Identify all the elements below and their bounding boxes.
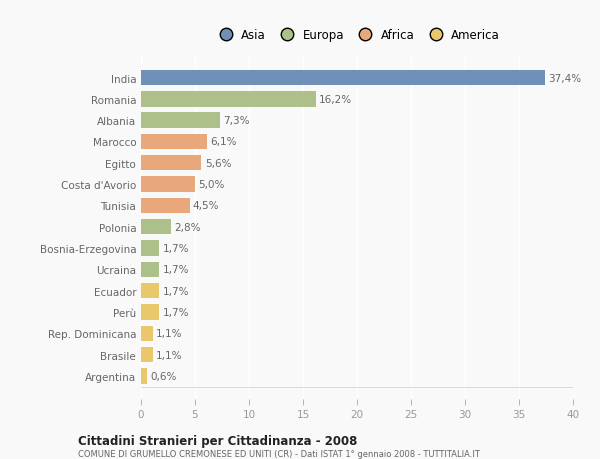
Bar: [141, 305, 160, 320]
Text: 1,1%: 1,1%: [156, 350, 182, 360]
Text: 16,2%: 16,2%: [319, 95, 352, 105]
Bar: [141, 283, 160, 299]
Text: 1,7%: 1,7%: [163, 307, 189, 317]
Bar: [141, 326, 153, 341]
Text: 5,0%: 5,0%: [198, 179, 224, 190]
Text: 6,1%: 6,1%: [210, 137, 236, 147]
Legend: Asia, Europa, Africa, America: Asia, Europa, Africa, America: [212, 27, 502, 44]
Bar: [141, 347, 153, 363]
Bar: [141, 71, 545, 86]
Text: Cittadini Stranieri per Cittadinanza - 2008: Cittadini Stranieri per Cittadinanza - 2…: [78, 434, 358, 447]
Text: 1,7%: 1,7%: [163, 286, 189, 296]
Text: 7,3%: 7,3%: [223, 116, 250, 126]
Bar: [141, 156, 202, 171]
Text: 1,7%: 1,7%: [163, 243, 189, 253]
Text: 4,5%: 4,5%: [193, 201, 220, 211]
Bar: [141, 262, 160, 277]
Bar: [141, 198, 190, 213]
Bar: [141, 113, 220, 129]
Bar: [141, 134, 207, 150]
Bar: [141, 177, 195, 192]
Bar: [141, 92, 316, 107]
Bar: [141, 369, 148, 384]
Text: 1,1%: 1,1%: [156, 329, 182, 338]
Bar: [141, 219, 171, 235]
Text: 2,8%: 2,8%: [175, 222, 201, 232]
Text: COMUNE DI GRUMELLO CREMONESE ED UNITI (CR) - Dati ISTAT 1° gennaio 2008 - TUTTIT: COMUNE DI GRUMELLO CREMONESE ED UNITI (C…: [78, 449, 480, 458]
Text: 0,6%: 0,6%: [151, 371, 177, 381]
Text: 37,4%: 37,4%: [548, 73, 581, 84]
Bar: [141, 241, 160, 256]
Text: 1,7%: 1,7%: [163, 265, 189, 275]
Text: 5,6%: 5,6%: [205, 158, 231, 168]
